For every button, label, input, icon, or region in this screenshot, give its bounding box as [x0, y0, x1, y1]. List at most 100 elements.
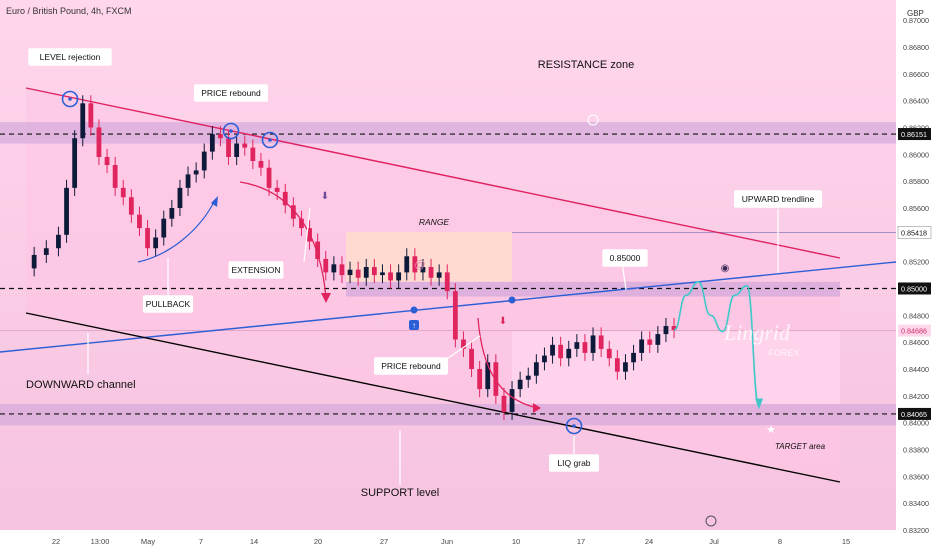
candle-body [428, 267, 434, 278]
x-tick-label: 24 [645, 537, 653, 546]
candle-body [582, 342, 588, 353]
price-rebound-bottom-label-box [374, 357, 448, 375]
x-tick-label: 7 [199, 537, 203, 546]
candle-body [533, 362, 539, 376]
candle-body [655, 334, 661, 345]
pullback-arrow [137, 199, 216, 263]
y-tick-label: 0.86800 [903, 43, 929, 52]
y-tick-label: 0.86600 [903, 70, 929, 79]
candle-body [96, 127, 102, 157]
arrow-up-icon [409, 320, 419, 330]
candle-body [631, 352, 636, 363]
y-tick-label: 0.86000 [903, 150, 929, 159]
candle-body [493, 362, 499, 396]
candle-body [461, 339, 466, 349]
x-tick-label: May [141, 537, 155, 546]
price-marker-box [898, 324, 931, 337]
y-tick-label: 0.83200 [903, 526, 929, 535]
candle-body [258, 161, 264, 168]
price-marker-label: 0.85418 [901, 228, 927, 237]
candle-body [323, 258, 329, 273]
candle-body [64, 187, 69, 235]
candle-body [525, 375, 531, 380]
price-marker-box [898, 407, 931, 420]
liq-grab-circle [565, 417, 583, 435]
candle-body [153, 237, 159, 249]
candle-body [371, 267, 377, 276]
price-marker-box [897, 226, 932, 239]
candle-body [606, 348, 612, 359]
range-label: RANGE [419, 217, 450, 227]
candle-body [469, 348, 474, 369]
candle-body [72, 138, 78, 188]
candle-body [590, 335, 596, 353]
level-rejection-label: LEVEL rejection [40, 52, 101, 62]
y-tick-label: 0.84400 [903, 365, 929, 374]
candle-body [452, 291, 458, 340]
trendline-touch-dot-2 [508, 296, 516, 304]
candle-body [120, 187, 126, 198]
candle-body [193, 170, 199, 175]
candle-body [315, 241, 321, 259]
downward-channel-label: DOWNWARD channel [26, 379, 136, 391]
price-rebound-circle-2-dot [268, 138, 272, 142]
y-tick-label: 0.85600 [903, 204, 929, 213]
candle-body [218, 134, 223, 139]
lightning-icon [705, 515, 717, 527]
candle-body [250, 147, 256, 162]
candle-body [201, 151, 207, 171]
y-tick-label: 0.86400 [903, 97, 929, 106]
candle-body [598, 335, 604, 349]
candle-body [363, 267, 369, 278]
x-tick-label: 14 [250, 537, 258, 546]
candle-body [396, 272, 402, 281]
candle-body [88, 103, 94, 128]
x-tick-label: 13:00 [91, 537, 110, 546]
candle-body [80, 103, 86, 139]
level-rejection-label-box [28, 48, 112, 66]
candle-body [56, 234, 61, 249]
pullback-label: PULLBACK [146, 299, 191, 309]
x-tick-label: 20 [314, 537, 322, 546]
candle-body [161, 218, 167, 238]
level-850-label: 0.85000 [610, 253, 641, 263]
candle-body [436, 272, 442, 278]
support-level-label: SUPPORT level [361, 487, 439, 499]
y-tick-label: 0.84800 [903, 311, 929, 320]
x-tick-label: Jul [709, 537, 719, 546]
resistance-zone [0, 122, 896, 144]
price-marker-box [898, 128, 931, 141]
candle-body [331, 264, 337, 273]
candle-body [558, 344, 564, 359]
candle-body [404, 256, 410, 273]
x-tick-label: 22 [52, 537, 60, 546]
candle-body [226, 138, 231, 157]
candle-body [242, 143, 248, 148]
candle-body [574, 342, 580, 349]
rebound-arrowhead [533, 403, 541, 413]
candle-body [477, 368, 483, 390]
extension-label-box [228, 261, 284, 279]
y-tick-label: 0.84200 [903, 392, 929, 401]
resistance-trendline [25, 87, 841, 259]
liq-grab-label: LIQ grab [557, 458, 590, 468]
extension-label: EXTENSION [231, 265, 280, 275]
candle-body [671, 326, 677, 331]
candle-body [128, 197, 134, 215]
arrow-down-icon-2: ⬇ [321, 191, 329, 202]
candle-body [509, 389, 515, 412]
x-tick-label: 17 [577, 537, 585, 546]
y-tick-label: 0.87000 [903, 16, 929, 25]
projection-arrowhead [755, 398, 764, 410]
price-rebound-top-label: PRICE rebound [201, 88, 261, 98]
y-tick-label: 0.83800 [903, 445, 929, 454]
candle-body [501, 395, 507, 412]
candle-body [614, 358, 620, 372]
candle-body [145, 228, 150, 249]
price-marker-box [898, 282, 931, 295]
extension-pointer [303, 207, 311, 263]
extension-arrowhead [321, 293, 331, 303]
candle-body [380, 272, 385, 276]
chart-title: Euro / British Pound, 4h, FXCM [6, 6, 132, 16]
